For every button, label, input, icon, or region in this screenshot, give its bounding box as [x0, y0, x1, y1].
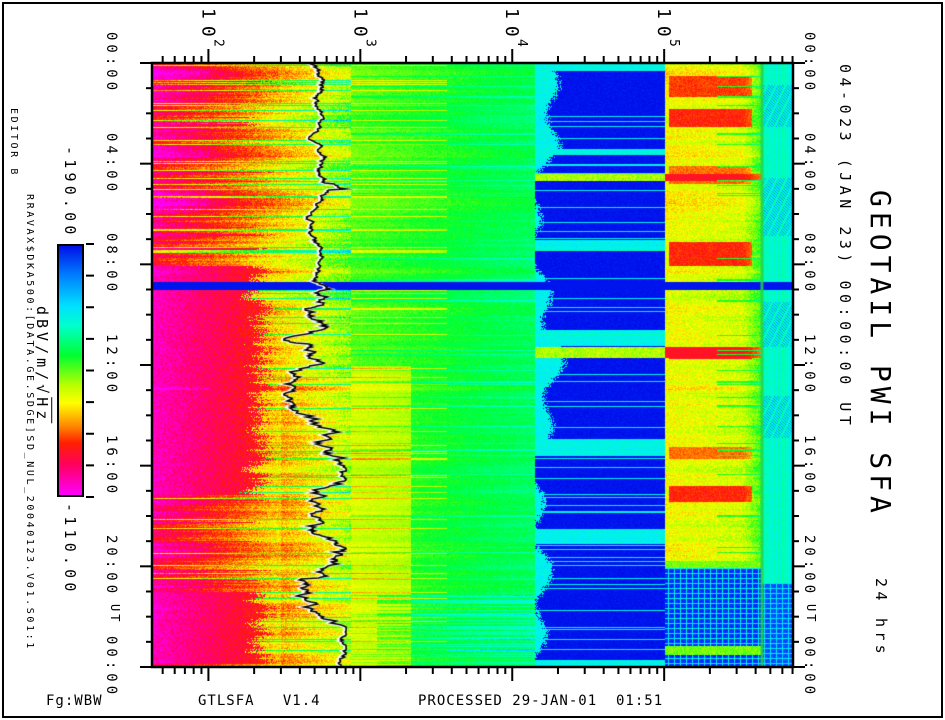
colorbar-gradient — [59, 246, 82, 495]
freq-decade-label: 10 4 — [501, 8, 530, 62]
freq-base: 10 — [197, 8, 219, 44]
freq-decade-label: 10 2 — [197, 8, 226, 62]
freq-exponent: 5 — [666, 39, 682, 47]
time-label: 12:00 — [103, 334, 119, 397]
freq-base: 10 — [653, 8, 675, 44]
time-label: 00:00 — [103, 636, 119, 699]
time-label: 16:00 — [103, 434, 119, 497]
time-label: 00:00 — [801, 32, 817, 95]
sqrt-symbol: √ — [33, 384, 51, 398]
editor-label: EDITOR B — [8, 108, 19, 177]
time-label: 04:00 — [801, 132, 817, 195]
duration-label: 24 hrs — [872, 578, 890, 658]
time-label: 08:00 — [103, 233, 119, 296]
time-label: 04:00 — [103, 132, 119, 195]
spectrogram-canvas — [152, 63, 793, 667]
freq-exponent: 3 — [362, 39, 378, 47]
time-label: 00:00 — [801, 636, 817, 699]
freq-decade-label: 10 3 — [349, 8, 378, 62]
colorbar — [57, 244, 84, 497]
time-label: 20:00 — [103, 535, 119, 598]
footer-program-label: GTLSFA V1.4 — [198, 693, 321, 709]
ut-label: UT — [108, 604, 122, 625]
ut-label: UT — [804, 604, 818, 625]
plot-title: GEOTAIL PWI SFA — [864, 190, 897, 518]
plot-subtitle: 04-023 (JAN 23) 00:00:00 UT — [836, 64, 854, 430]
freq-exponent: 4 — [514, 39, 530, 47]
colorbar-unit-label: dBV/m/√Hz — [33, 306, 51, 423]
colorbar-bottom-label: -110.00 — [61, 503, 79, 596]
freq-base: 10 — [501, 8, 523, 44]
footer-processed-label: PROCESSED 29-JAN-01 01:51 — [418, 693, 664, 709]
time-label: 20:00 — [801, 535, 817, 598]
footer-fg-label: Fg:WBW — [46, 693, 103, 709]
colorbar-top-label: -190.00 — [61, 146, 79, 239]
freq-decade-label: 10 5 — [653, 8, 682, 62]
freq-base: 10 — [349, 8, 371, 44]
time-label: 16:00 — [801, 434, 817, 497]
file-path-label: RRAVAX$DKA500:[DATA.GE.SDGE]SD_NUL_20040… — [24, 194, 35, 651]
time-label: 12:00 — [801, 334, 817, 397]
colorbar-unit-prefix: dBV/m/ — [33, 306, 51, 385]
time-label: 08:00 — [801, 233, 817, 296]
colorbar-unit-radicand: Hz — [33, 397, 51, 424]
freq-exponent: 2 — [210, 39, 226, 47]
time-label: 00:00 — [103, 32, 119, 95]
